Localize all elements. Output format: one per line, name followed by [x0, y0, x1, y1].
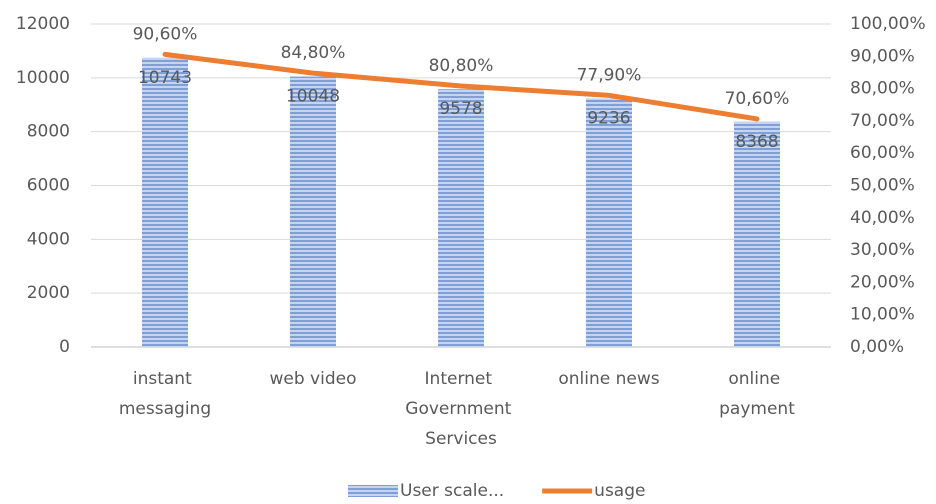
y-tick-label: 4000 — [27, 229, 70, 249]
y2-tick-label: 60,00% — [850, 143, 915, 163]
y2-tick-label: 90,00% — [850, 46, 915, 66]
y-tick-label: 10000 — [16, 68, 70, 88]
bar-value-label: 10743 — [138, 68, 192, 88]
bar-value-label: 10048 — [286, 87, 340, 107]
bar — [142, 57, 188, 347]
y2-tick-label: 70,00% — [850, 111, 915, 131]
y-tick-label: 8000 — [27, 122, 70, 142]
y2-tick-label: 0,00% — [850, 337, 904, 357]
bar — [438, 89, 484, 347]
legend-label: User scale... — [400, 481, 504, 501]
y-tick-label: 2000 — [27, 283, 70, 303]
y2-tick-label: 20,00% — [850, 272, 915, 292]
y-tick-label: 6000 — [27, 176, 70, 196]
bar — [290, 76, 336, 348]
y2-tick-label: 50,00% — [850, 176, 915, 196]
bar-value-label: 9578 — [439, 99, 482, 119]
line-value-label: 90,60% — [133, 24, 198, 44]
bar — [586, 98, 632, 347]
x-tick-label: Internet Government Services — [405, 369, 516, 449]
y-tick-label: 0 — [59, 337, 70, 357]
bar-value-label: 9236 — [587, 108, 630, 128]
bar-value-label: 8368 — [735, 132, 778, 152]
line-value-label: 70,60% — [725, 89, 790, 109]
line-value-label: 80,80% — [429, 56, 494, 76]
y2-tick-label: 40,00% — [850, 208, 915, 228]
y2-tick-label: 80,00% — [850, 79, 915, 99]
line-value-label: 84,80% — [281, 43, 346, 63]
y2-tick-label: 10,00% — [850, 305, 915, 325]
y2-tick-label: 100,00% — [850, 14, 926, 34]
line-value-label: 77,90% — [577, 65, 642, 85]
x-tick-label: online news — [558, 369, 659, 389]
y-tick-label: 12000 — [16, 14, 70, 34]
bar — [734, 121, 780, 348]
y2-tick-label: 30,00% — [850, 240, 915, 260]
x-tick-label: web video — [270, 369, 357, 389]
line-series — [162, 51, 760, 122]
legend-label: usage — [594, 481, 645, 501]
x-tick-label: online payment — [719, 369, 795, 419]
x-tick-label: instant messaging — [119, 369, 211, 419]
legend-swatch — [348, 485, 398, 497]
